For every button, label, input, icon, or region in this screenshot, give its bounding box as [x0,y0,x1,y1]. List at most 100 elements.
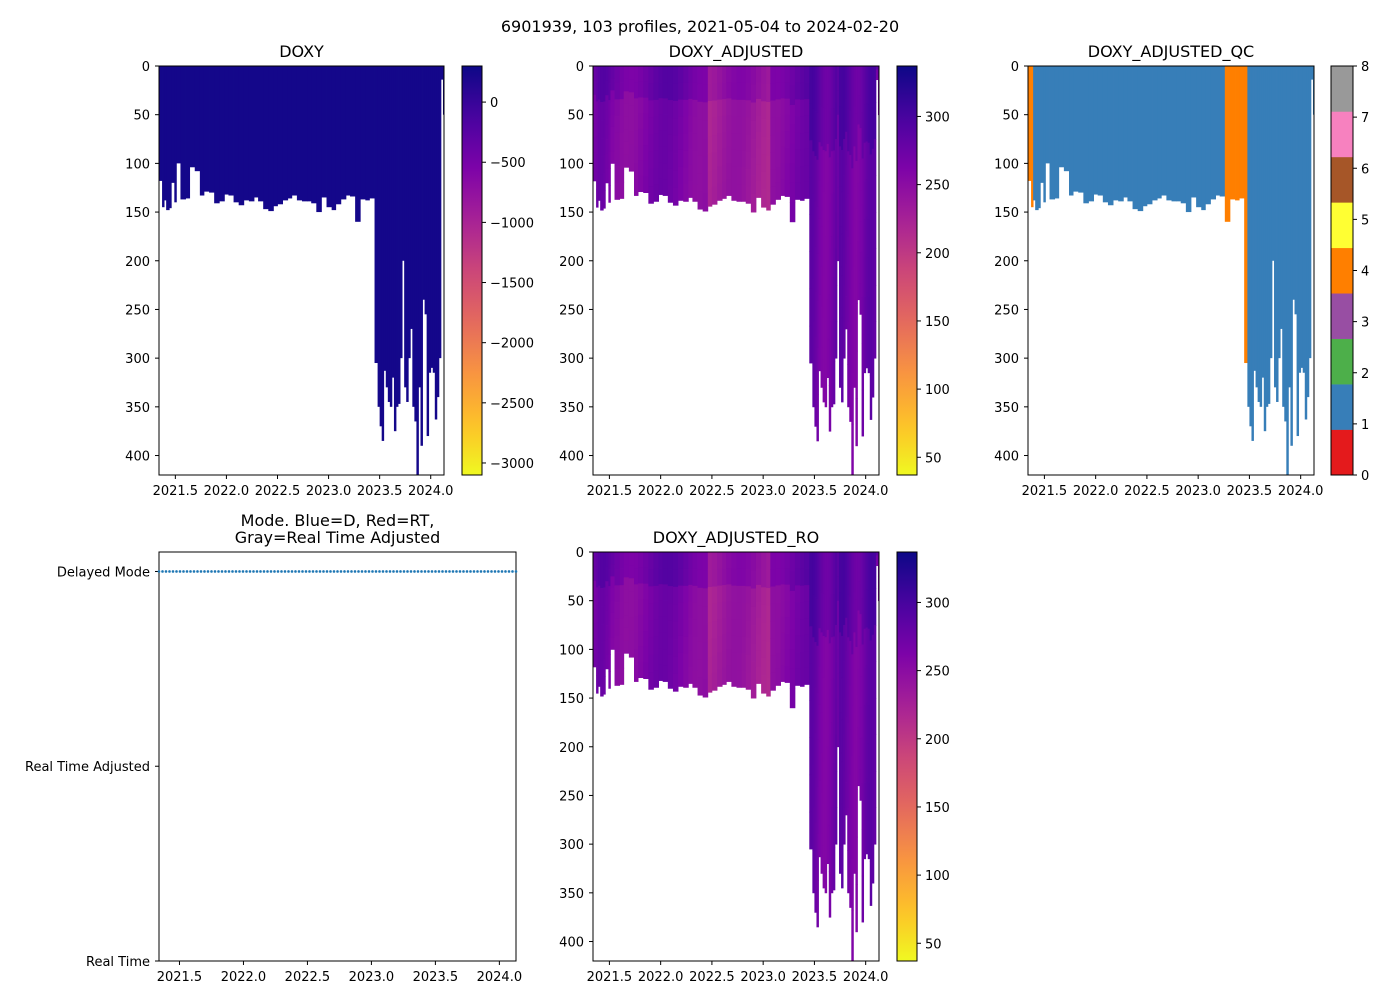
profile-cell [822,635,826,679]
profile-cell [623,627,630,642]
profile-cell [623,602,630,616]
profile-cell [692,99,698,118]
profile-cell [761,622,767,641]
profile-cell [794,668,801,686]
profile-cell [855,836,858,885]
profile-cell [707,622,713,641]
profile-cell [603,640,606,660]
profile-cell [875,558,879,561]
profile-cell [722,181,727,199]
profile-cell [849,243,852,289]
profile-cell [610,102,615,116]
profile-cell [818,704,821,743]
profile-cell [653,552,660,570]
profile-cell [596,569,599,588]
profile-cell [761,569,767,588]
profile-cell [605,168,609,184]
profile-cell [847,151,850,195]
profile-cell [614,618,621,636]
profile-cell [634,130,639,148]
axes-frame [592,551,880,962]
profile-cell [697,659,704,678]
profile-cell [826,143,830,184]
profile-cell [603,172,606,191]
profile-cell [717,183,723,201]
profile-cell [610,637,615,650]
profile-cell [794,602,801,620]
profile-cell [667,654,674,672]
profile-cell [804,148,810,166]
profile-cell [851,117,854,169]
profile-cell [643,129,649,146]
profile-cell [702,624,709,644]
profile-cell [658,130,664,147]
profile-cell [603,605,606,624]
profile-cell [849,596,852,642]
profile-cell [697,552,704,571]
profile-cell [841,359,844,403]
profile-cell [818,666,821,705]
profile-cell [619,634,625,652]
profile-cell [857,270,860,301]
profile-cell [717,149,723,168]
profile-cell [307,66,312,202]
profile-cell [812,594,815,638]
profile-cell [238,66,245,206]
profile-cell [162,66,165,208]
profile-cell [610,625,615,638]
profile-cell [847,722,850,766]
profile-cell [847,108,850,152]
profile-cell [1142,66,1148,207]
profile-cell [643,599,649,616]
profile-cell [867,181,871,220]
profile-cell [818,180,821,219]
profile-cell [1288,66,1291,388]
profile-cell [859,614,862,646]
y-tick-label: 50 [133,109,150,124]
profile-cell [784,552,791,569]
profile-cell [869,242,873,288]
profile-cell [857,212,860,242]
profile-cell [340,66,347,200]
profile-cell [648,186,654,204]
profile-cell [634,179,639,196]
profile-cell [826,104,830,145]
profile-cell [436,66,440,398]
profile-cell [731,602,737,620]
profile-cell [628,644,635,658]
profile-cell [634,665,639,682]
profile-cell [741,133,747,151]
profile-cell [845,263,848,297]
profile-cell [809,626,813,664]
colorbar-tick-label: 300 [925,596,950,611]
profile-cell [387,66,391,402]
profile-cell [722,651,727,669]
profile-cell [603,676,606,695]
y-tick-label: 50 [1002,109,1019,124]
profile-cell [836,649,840,675]
profile-cell [1054,66,1060,199]
profile-cell [619,667,625,685]
profile-cell [702,678,709,698]
profile-cell [593,623,597,639]
x-tick-label: 2021.5 [1022,484,1068,499]
profile-cell [683,619,689,637]
profile-cell [818,818,821,858]
profile-cell [830,594,834,638]
profile-cell [822,359,826,403]
profile-cell [603,119,606,138]
profile-cell [857,66,860,96]
profile-cell [667,586,674,604]
profile-cell [877,558,879,565]
profile-cell [688,617,693,635]
mode-point [294,570,297,573]
profile-cell [653,150,660,168]
profile-cell [171,66,175,183]
profile-cell [605,610,609,626]
profile-cell [400,66,403,359]
profile-cell [745,637,752,656]
profile-cell [853,66,856,107]
profile-cell [619,568,625,586]
mode-point [336,570,339,573]
profile-cell [834,102,838,140]
